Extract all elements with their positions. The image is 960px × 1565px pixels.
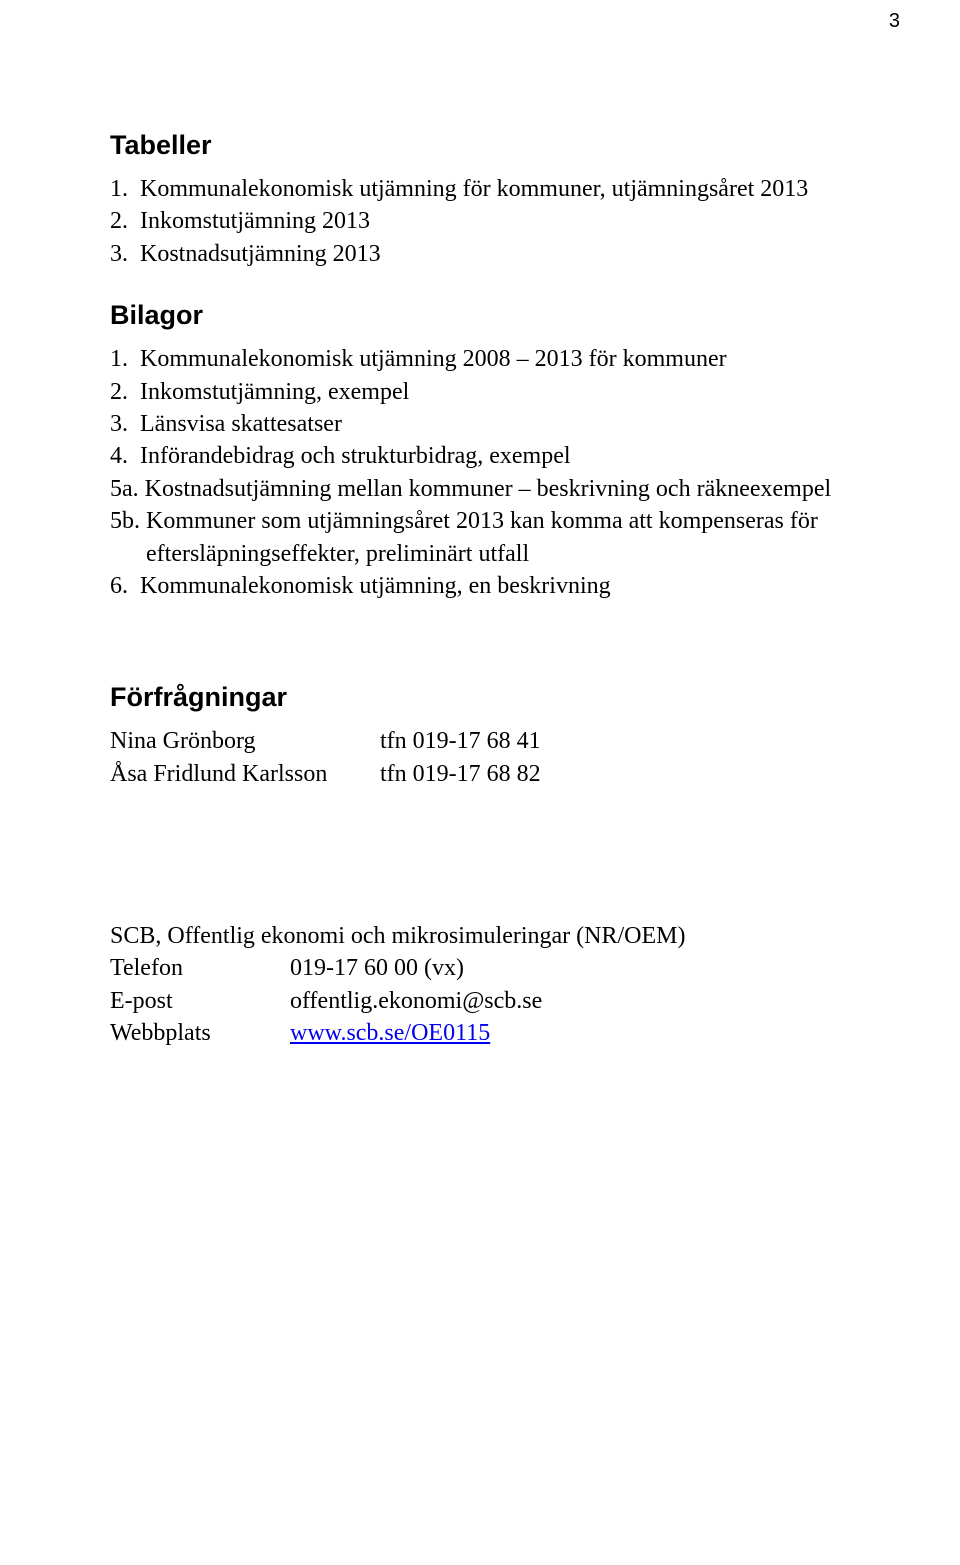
contact-row: Nina Grönborg tfn 019-17 68 41 (110, 725, 850, 757)
list-text: Kommunalekonomisk utjämning, en beskrivn… (140, 570, 850, 602)
bilagor-heading: Bilagor (110, 300, 850, 331)
footer-value-link[interactable]: www.scb.se/OE0115 (290, 1017, 850, 1049)
list-marker: 2. (110, 205, 140, 237)
list-item: 3. Länsvisa skattesatser (110, 408, 850, 440)
list-item: 2. Inkomstutjämning 2013 (110, 205, 850, 237)
contact-name: Åsa Fridlund Karlsson (110, 758, 380, 790)
list-marker: 5a. (110, 473, 145, 505)
list-item: 1. Kommunalekonomisk utjämning 2008 – 20… (110, 343, 850, 375)
list-text: Införandebidrag och strukturbidrag, exem… (140, 440, 850, 472)
list-marker: 2. (110, 376, 140, 408)
footer-label: Webbplats (110, 1017, 290, 1049)
contact-row: Åsa Fridlund Karlsson tfn 019-17 68 82 (110, 758, 850, 790)
forfragningar-section: Förfrågningar Nina Grönborg tfn 019-17 6… (110, 682, 850, 790)
list-item: 2. Inkomstutjämning, exempel (110, 376, 850, 408)
list-text: Inkomstutjämning 2013 (140, 205, 850, 237)
list-item: 3. Kostnadsutjämning 2013 (110, 238, 850, 270)
tabeller-list: 1. Kommunalekonomisk utjämning för kommu… (110, 173, 850, 270)
list-item: 5b. Kommuner som utjämningsåret 2013 kan… (110, 505, 850, 570)
contact-phone: tfn 019-17 68 41 (380, 725, 541, 757)
footer-label: Telefon (110, 952, 290, 984)
footer-section: SCB, Offentlig ekonomi och mikrosimuleri… (110, 920, 850, 1050)
list-text: Inkomstutjämning, exempel (140, 376, 850, 408)
footer-row: Webbplats www.scb.se/OE0115 (110, 1017, 850, 1049)
forfragningar-heading: Förfrågningar (110, 682, 850, 713)
list-marker: 5b. (110, 505, 146, 570)
list-marker: 3. (110, 238, 140, 270)
footer-table: Telefon 019-17 60 00 (vx) E-post offentl… (110, 952, 850, 1049)
list-item: 5a. Kostnadsutjämning mellan kommuner – … (110, 473, 850, 505)
list-item: 1. Kommunalekonomisk utjämning för kommu… (110, 173, 850, 205)
list-text: Kostnadsutjämning 2013 (140, 238, 850, 270)
list-item: 4. Införandebidrag och strukturbidrag, e… (110, 440, 850, 472)
list-marker: 1. (110, 343, 140, 375)
footer-value: offentlig.ekonomi@scb.se (290, 985, 850, 1017)
list-text: Kommuner som utjämningsåret 2013 kan kom… (146, 505, 850, 570)
list-text: Kostnadsutjämning mellan kommuner – besk… (145, 473, 850, 505)
list-marker: 4. (110, 440, 140, 472)
footer-row: E-post offentlig.ekonomi@scb.se (110, 985, 850, 1017)
contact-list: Nina Grönborg tfn 019-17 68 41 Åsa Fridl… (110, 725, 850, 790)
contact-name: Nina Grönborg (110, 725, 380, 757)
website-link[interactable]: www.scb.se/OE0115 (290, 1020, 490, 1046)
list-text: Kommunalekonomisk utjämning 2008 – 2013 … (140, 343, 850, 375)
list-marker: 3. (110, 408, 140, 440)
list-item: 6. Kommunalekonomisk utjämning, en beskr… (110, 570, 850, 602)
org-name: SCB, Offentlig ekonomi och mikrosimuleri… (110, 920, 850, 952)
list-marker: 6. (110, 570, 140, 602)
list-marker: 1. (110, 173, 140, 205)
tabeller-section: Tabeller 1. Kommunalekonomisk utjämning … (110, 130, 850, 270)
page-number: 3 (889, 10, 900, 33)
list-text: Kommunalekonomisk utjämning för kommuner… (140, 173, 850, 205)
footer-value: 019-17 60 00 (vx) (290, 952, 850, 984)
list-text: Länsvisa skattesatser (140, 408, 850, 440)
footer-label: E-post (110, 985, 290, 1017)
footer-row: Telefon 019-17 60 00 (vx) (110, 952, 850, 984)
bilagor-section: Bilagor 1. Kommunalekonomisk utjämning 2… (110, 300, 850, 602)
contact-phone: tfn 019-17 68 82 (380, 758, 541, 790)
bilagor-list: 1. Kommunalekonomisk utjämning 2008 – 20… (110, 343, 850, 602)
page: Tabeller 1. Kommunalekonomisk utjämning … (0, 0, 960, 1050)
tabeller-heading: Tabeller (110, 130, 850, 161)
